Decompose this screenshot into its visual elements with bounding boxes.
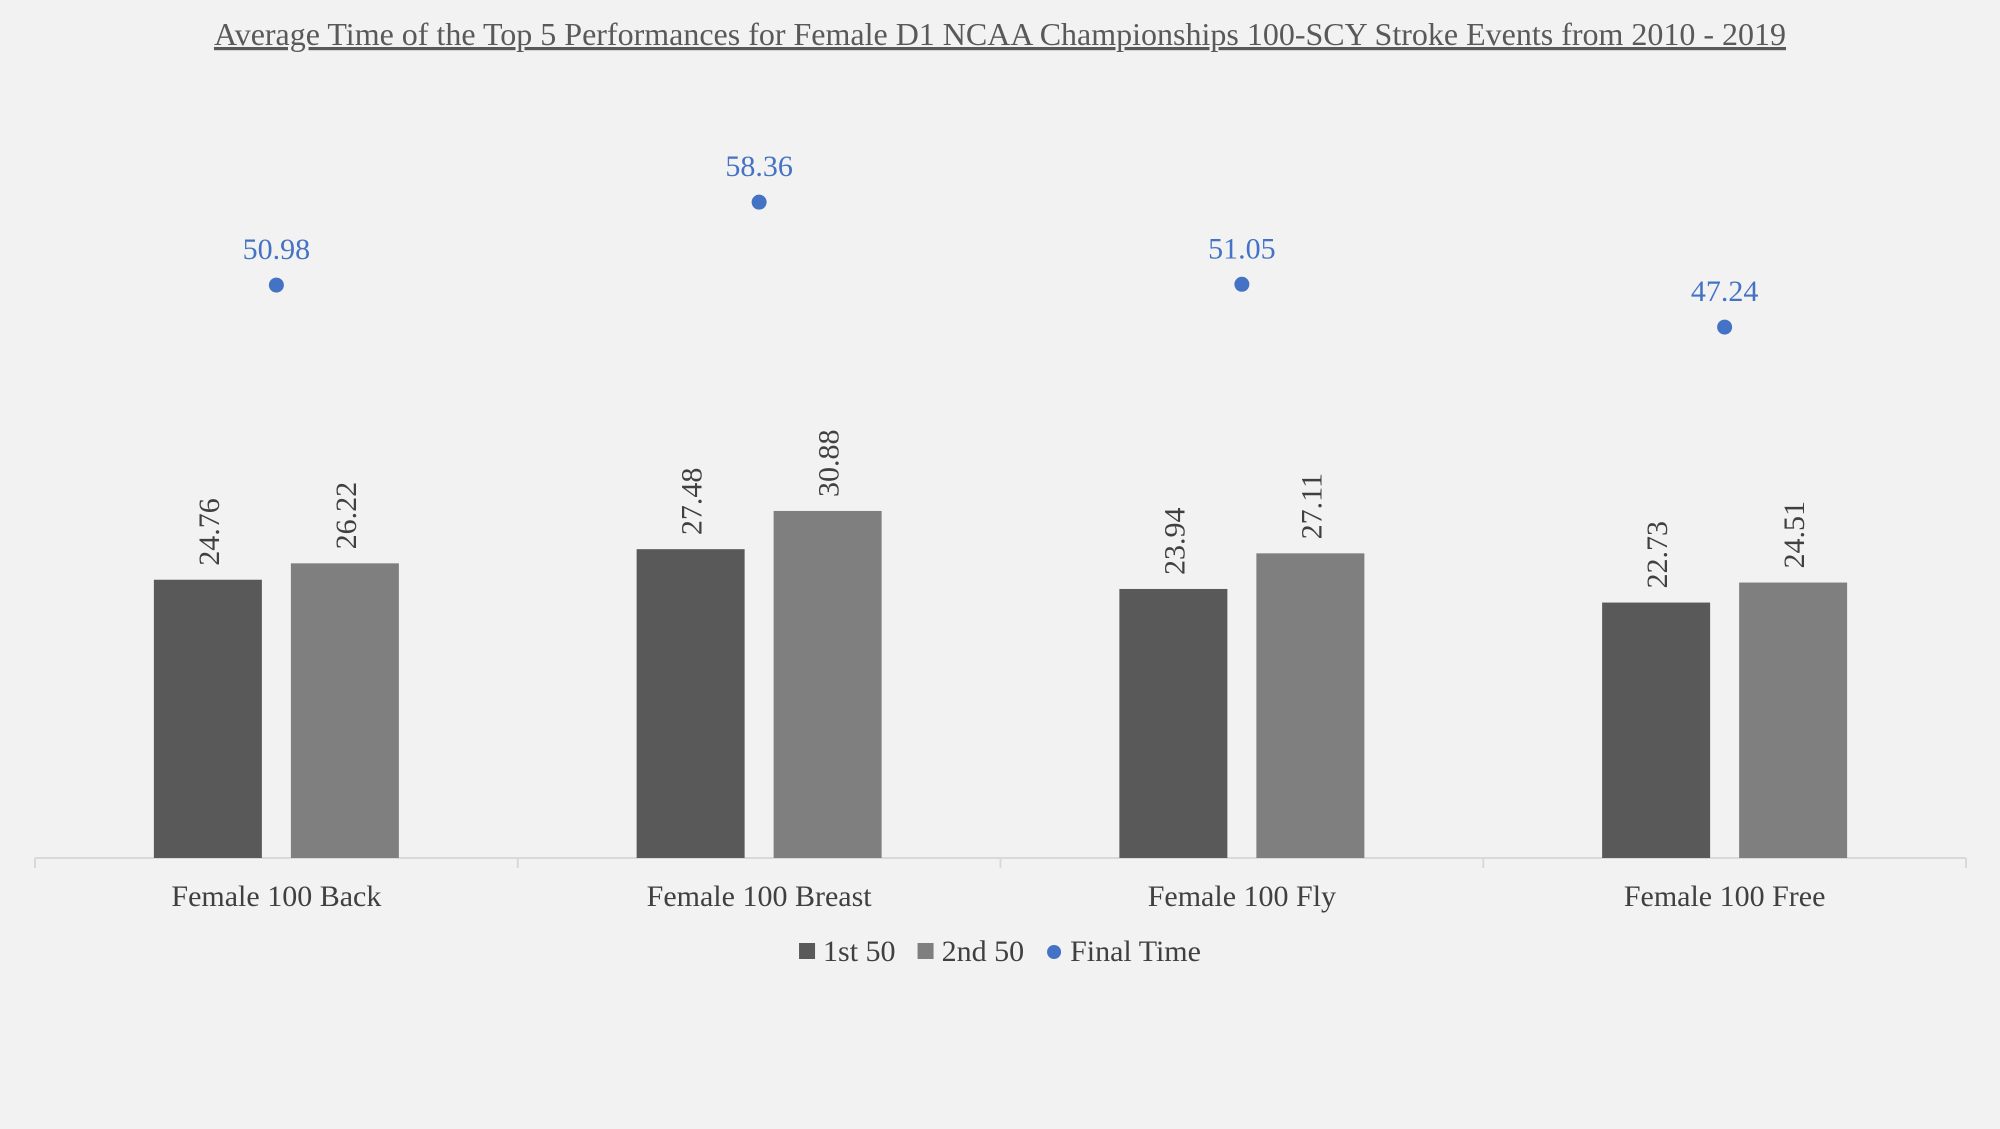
category-label-female-100-breast: Female 100 Breast xyxy=(647,880,873,913)
bar-value-label: 22.73 xyxy=(1641,521,1674,589)
bar-value-label: 30.88 xyxy=(813,429,846,497)
bar-value-label: 23.94 xyxy=(1158,507,1191,575)
legend-marker-2nd-50 xyxy=(917,943,934,959)
legend-label-1st-50: 1st 50 xyxy=(823,935,896,968)
category-label-female-100-free: Female 100 Free xyxy=(1624,880,1826,913)
legend-marker-1st-50 xyxy=(799,943,816,959)
legend-item-1st-50: 1st 50 xyxy=(799,935,896,968)
point-final-time-female-100-free xyxy=(1717,319,1733,335)
point-final-time-female-100-breast xyxy=(751,194,767,210)
point-value-label: 58.36 xyxy=(725,150,793,183)
bar-1st-50-female-100-back xyxy=(153,579,262,858)
bar-1st-50-female-100-breast xyxy=(636,549,745,858)
point-value-label: 50.98 xyxy=(243,233,311,266)
point-final-time-female-100-back xyxy=(268,277,284,293)
bar-2nd-50-female-100-back xyxy=(290,563,399,858)
bar-2nd-50-female-100-breast xyxy=(773,510,882,858)
legend-label-final-time: Final Time xyxy=(1070,935,1201,968)
bar-value-label: 26.22 xyxy=(330,482,363,550)
bar-value-label: 24.76 xyxy=(193,498,226,566)
category-label-female-100-fly: Female 100 Fly xyxy=(1148,880,1336,913)
chart-title: Average Time of the Top 5 Performances f… xyxy=(214,16,1786,52)
bar-1st-50-female-100-free xyxy=(1602,602,1711,858)
legend-item-final-time: Final Time xyxy=(1047,935,1201,968)
x-axis-ticks xyxy=(34,858,1967,868)
legend: 1st 50 2nd 50 Final Time xyxy=(799,935,1201,968)
point-value-label: 51.05 xyxy=(1208,232,1276,265)
final-time-points: 50.98 58.36 51.05 47.24 xyxy=(243,150,1759,335)
bars-group: 24.76 26.22 27.48 30.88 23.94 27.11 22.73 24.51 xyxy=(153,429,1848,858)
legend-marker-final-time xyxy=(1047,945,1062,959)
bar-value-label: 27.48 xyxy=(676,468,709,536)
point-value-label: 47.24 xyxy=(1691,275,1759,308)
bar-value-label: 24.51 xyxy=(1778,501,1811,569)
legend-label-2nd-50: 2nd 50 xyxy=(942,935,1025,968)
bar-2nd-50-female-100-fly xyxy=(1256,553,1365,858)
bar-2nd-50-female-100-free xyxy=(1739,582,1848,858)
category-labels: Female 100 Back Female 100 Breast Female 1… xyxy=(171,880,1825,913)
legend-item-2nd-50: 2nd 50 xyxy=(917,935,1025,968)
bar-1st-50-female-100-fly xyxy=(1119,588,1228,858)
category-label-female-100-back: Female 100 Back xyxy=(171,880,381,913)
point-final-time-female-100-fly xyxy=(1234,276,1250,292)
bar-value-label: 27.11 xyxy=(1295,473,1328,539)
